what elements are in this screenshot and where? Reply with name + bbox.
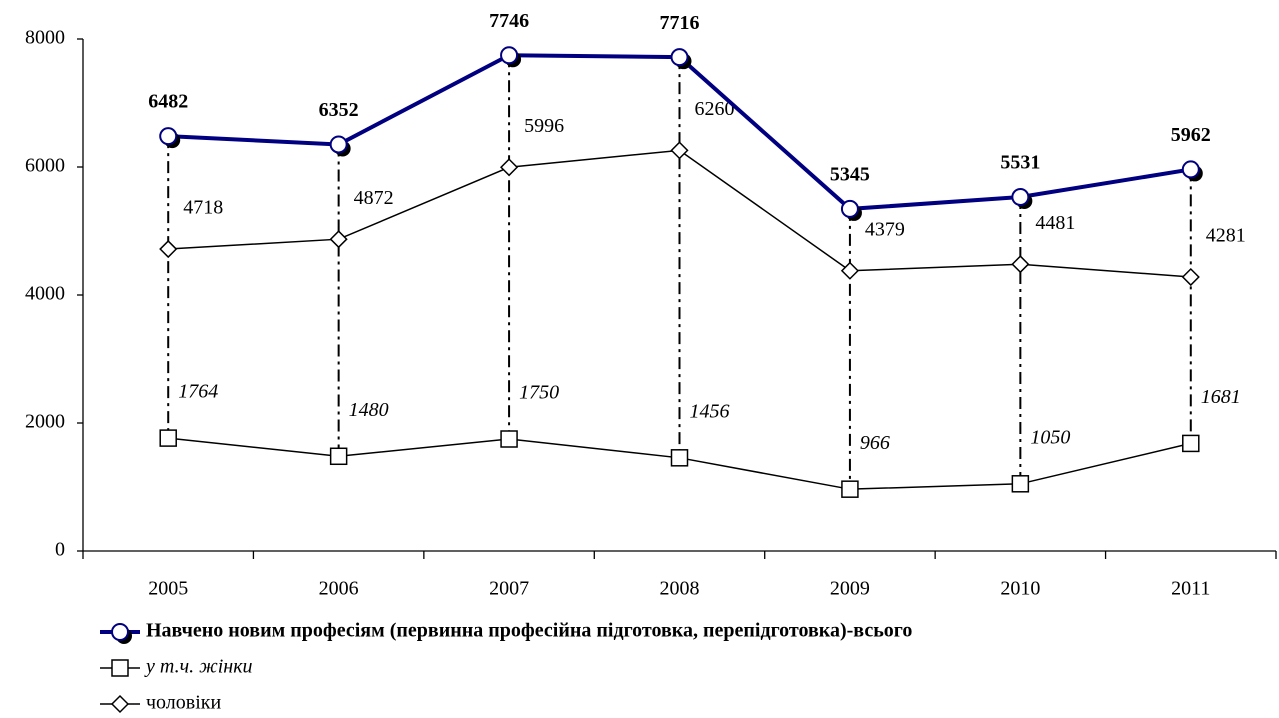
data-label: 1750 — [519, 382, 559, 404]
data-label: 5962 — [1171, 124, 1211, 146]
marker — [159, 239, 178, 259]
x-tick-label: 2005 — [148, 578, 188, 600]
data-label: 1480 — [349, 399, 389, 421]
data-label: 1681 — [1201, 386, 1241, 408]
series: 1764 1480 1750 1456 966 1050 1681 — [159, 381, 1241, 498]
marker — [1011, 475, 1030, 493]
legend-label: Навчено новим професіям (первинна профес… — [146, 620, 912, 642]
data-label: 4718 — [183, 197, 223, 219]
data-label: 4481 — [1035, 212, 1075, 234]
marker — [841, 480, 859, 498]
x-tick-label: 2010 — [1000, 578, 1040, 600]
marker — [1182, 434, 1200, 453]
marker — [1011, 255, 1030, 274]
marker — [1181, 160, 1200, 179]
marker — [1011, 188, 1030, 207]
data-label: 7716 — [660, 12, 700, 34]
data-label: 4281 — [1206, 225, 1246, 247]
marker — [500, 46, 519, 65]
marker — [670, 449, 689, 467]
legend-label: у т.ч. жінки — [144, 656, 253, 678]
marker — [159, 429, 177, 447]
x-tick-label: 2011 — [1171, 578, 1210, 600]
marker — [111, 623, 129, 641]
y-tick-label: 8000 — [25, 27, 65, 49]
marker — [1181, 267, 1200, 287]
y-tick-label: 6000 — [25, 155, 65, 177]
data-label: 1050 — [1030, 426, 1070, 448]
y-tick-label: 4000 — [25, 283, 65, 305]
data-label: 4379 — [865, 218, 905, 240]
marker — [670, 141, 689, 160]
x-tick-label: 2008 — [660, 578, 700, 600]
marker — [500, 158, 519, 177]
data-label: 5531 — [1000, 152, 1040, 174]
x-tick-label: 2006 — [319, 578, 359, 600]
marker — [110, 694, 130, 714]
marker — [329, 230, 348, 249]
series: 4718 4872 5996 6260 4379 4481 4281 — [159, 98, 1246, 287]
data-label: 966 — [860, 432, 890, 454]
data-label: 6352 — [319, 99, 359, 121]
y-tick-label: 0 — [55, 539, 65, 561]
marker — [840, 261, 859, 280]
data-label: 5996 — [524, 115, 564, 137]
x-tick-label: 2007 — [489, 578, 529, 600]
marker — [670, 48, 689, 67]
series: 6482 6352 7746 7716 5345 5531 5962 — [148, 10, 1211, 221]
x-tick-label: 2009 — [830, 578, 870, 600]
data-label: 6482 — [148, 91, 188, 113]
legend-label: чоловіки — [146, 692, 221, 714]
marker — [329, 135, 348, 154]
data-label: 4872 — [354, 187, 394, 209]
marker — [840, 199, 859, 218]
marker — [329, 447, 348, 466]
marker — [159, 127, 178, 146]
data-label: 6260 — [695, 98, 735, 120]
data-label: 1764 — [178, 381, 218, 403]
marker — [500, 430, 518, 448]
data-label: 7746 — [489, 10, 529, 32]
data-label: 1456 — [690, 400, 730, 422]
data-label: 5345 — [830, 164, 870, 186]
marker — [111, 659, 129, 677]
y-tick-label: 2000 — [25, 411, 65, 433]
